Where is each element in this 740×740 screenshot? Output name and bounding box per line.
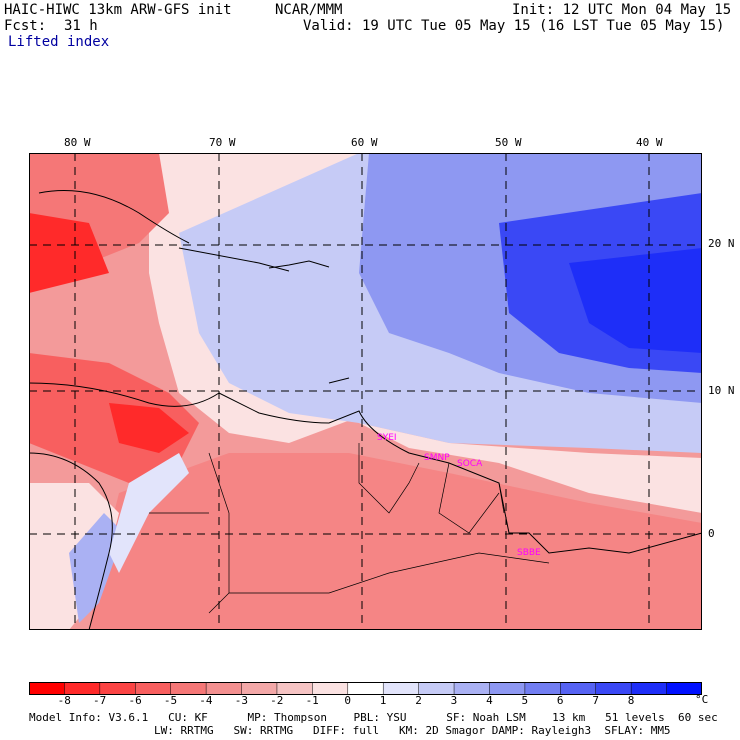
model-info-line2: LW: RRTMG SW: RRTMG DIFF: full KM: 2D Sm… [154, 724, 671, 737]
field-name: Lifted index [8, 34, 110, 50]
colorbar-tick-label: -8 [57, 694, 71, 707]
colorbar-swatch [454, 682, 490, 695]
colorbar-swatch [489, 682, 526, 695]
lat-label: 10 N [708, 384, 735, 397]
pacific-stable [69, 513, 124, 623]
colorbar-swatch [524, 682, 561, 695]
colorbar-swatch [206, 682, 243, 695]
lat-label: 20 N [708, 237, 735, 250]
colorbar-swatch [418, 682, 455, 695]
lat-lon-grid [29, 153, 702, 630]
colorbar-swatch [276, 682, 313, 695]
model-title: HAIC-HIWC 13km ARW-GFS init [4, 2, 232, 18]
unstable-core-north [29, 213, 109, 293]
colorbar-tick-label: 2 [415, 694, 422, 707]
colorbar-swatch [560, 682, 597, 695]
lat-label: 0 [708, 527, 715, 540]
colorbar-tick-label: 1 [379, 694, 387, 707]
colorbar-tick-label: -7 [93, 694, 107, 707]
forecast-hour: 31 h [64, 18, 98, 34]
station-sbbe: SBBE [517, 548, 541, 558]
colorbar-tick-label: 6 [556, 694, 564, 707]
colorbar-tick-label: -3 [234, 694, 248, 707]
stable-region-max [569, 248, 702, 353]
colorbar-swatch [241, 682, 278, 695]
colorbar-swatch [383, 682, 420, 695]
station-soca: SOCA [457, 459, 483, 469]
lon-label: 60 W [351, 136, 378, 149]
lon-label: 80 W [64, 136, 91, 149]
colorbar-swatch [29, 682, 65, 695]
colorbar-swatch [99, 682, 136, 695]
colorbar-swatch [631, 682, 668, 695]
center-label: NCAR/MMM [275, 2, 343, 18]
colorbar-tick-label: 0 [344, 694, 351, 707]
valid-time: Valid: 19 UTC Tue 05 May 15 (16 LST Tue … [303, 18, 725, 34]
station-labels: SYEI SMNP SOCA SBBE [377, 433, 541, 558]
colorbar-tick-label: -1 [305, 694, 319, 707]
colorbar-swatch [64, 682, 101, 695]
lon-label: 70 W [209, 136, 236, 149]
colorbar-swatch [312, 682, 349, 695]
unstable-core-central [109, 403, 189, 453]
colorbar-swatch [347, 682, 384, 695]
lon-label: 50 W [495, 136, 522, 149]
colorbar-tick-label: 4 [486, 694, 493, 707]
colorbar-tick-label: 8 [627, 694, 635, 707]
colorbar-tick-label: 3 [450, 694, 458, 707]
station-smnp: SMNP [424, 453, 450, 463]
coastal-ocean [359, 423, 702, 513]
model-info-line1: Model Info: V3.6.1 CU: KF MP: Thompson P… [29, 711, 718, 724]
colorbar-tick-label: 7 [592, 694, 599, 707]
south-america-land [89, 453, 702, 630]
colorbar-unit: °C [695, 693, 709, 706]
map-frame [29, 153, 702, 630]
colorbar-tick-label: -2 [270, 694, 284, 707]
coastlines [29, 190, 702, 630]
colorbar-tick-label: -5 [163, 694, 178, 707]
colorbar-swatch [666, 682, 703, 695]
colorbar-swatch [595, 682, 632, 695]
colorbar-swatch [135, 682, 172, 695]
colorbar-tick-label: 5 [521, 694, 529, 707]
colorbar-swatch [170, 682, 207, 695]
colorbar [29, 680, 703, 695]
colorbar-tick-label: -4 [199, 694, 213, 707]
station-syei: SYEI [377, 433, 397, 443]
init-time: Init: 12 UTC Mon 04 May 15 [512, 2, 732, 18]
lifted-index-map: SYEI SMNP SOCA SBBE [29, 153, 702, 630]
colorbar-tick-label: -6 [128, 694, 142, 707]
lon-label: 40 W [636, 136, 663, 149]
forecast-label: Fcst: [4, 18, 47, 34]
